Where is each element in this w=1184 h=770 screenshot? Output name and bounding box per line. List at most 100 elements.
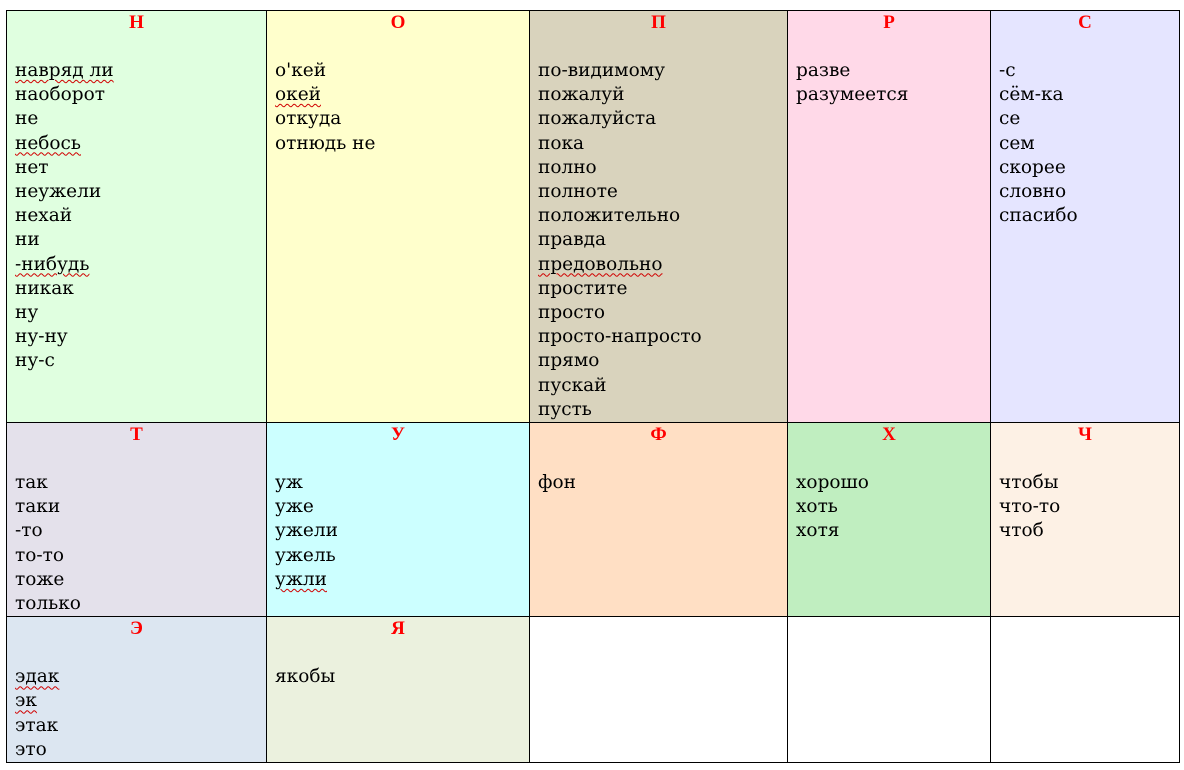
particle-word: отнюдь не — [275, 132, 376, 154]
particle-word: хоть — [796, 496, 838, 518]
particle-word: предовольно — [538, 253, 663, 275]
particle-word: наоборот — [15, 84, 105, 106]
particle-word: якобы — [275, 666, 336, 688]
letter-heading: Я — [391, 618, 405, 640]
spacer — [538, 447, 779, 471]
particle-word: пожалуйста — [538, 108, 657, 130]
particle-word: разве — [796, 60, 851, 81]
particle-word: по-видимому — [538, 60, 665, 81]
spacer — [15, 641, 258, 665]
spacer — [275, 447, 521, 471]
particle-word: о'кей — [275, 60, 327, 81]
particle-word: спасибо — [999, 205, 1078, 227]
spacer — [275, 35, 521, 59]
particle-word: этак — [15, 714, 59, 736]
particle-word: ужель — [275, 544, 336, 566]
particle-word: нет — [15, 156, 49, 178]
particle-word: ну-ну — [15, 326, 68, 348]
particle-word: уже — [275, 496, 314, 518]
particle-word: пожалуй — [538, 84, 625, 106]
particle-word: сем — [999, 132, 1035, 154]
letter-heading: Н — [129, 12, 144, 33]
particle-word: ну-с — [15, 350, 55, 372]
particle-word: хотя — [796, 520, 840, 542]
spacer — [796, 447, 982, 471]
spacer — [796, 35, 982, 59]
particle-word: ужели — [275, 520, 338, 542]
particle-word: эдак — [15, 666, 60, 688]
particle-word: просто — [538, 302, 606, 324]
letter-heading: С — [1078, 12, 1092, 33]
particle-word: фон — [538, 472, 576, 494]
particle-word: простите — [538, 277, 628, 299]
particle-word: чтоб — [999, 520, 1044, 542]
particle-word: тоже — [15, 568, 65, 590]
particle-word: небось — [15, 132, 81, 154]
letter-heading: Т — [130, 424, 143, 446]
letter-heading: Э — [130, 618, 143, 640]
particle-word: се — [999, 108, 1021, 130]
particle-word: сём-ка — [999, 84, 1064, 106]
spacer — [999, 447, 1171, 471]
particle-word: положительно — [538, 205, 681, 227]
letter-heading: Ч — [1078, 424, 1092, 446]
particle-word: пускай — [538, 374, 607, 396]
particle-word: скорее — [999, 156, 1066, 178]
particle-word: полноте — [538, 181, 618, 203]
particle-word: правда — [538, 229, 607, 251]
spacer — [538, 35, 779, 59]
letter-heading: У — [391, 424, 405, 446]
particle-word: уж — [275, 472, 303, 494]
particle-word: навряд ли — [15, 60, 114, 81]
letter-heading: О — [390, 12, 406, 33]
particle-word: -то — [15, 520, 43, 542]
spacer — [15, 35, 258, 59]
particle-word: только — [15, 593, 81, 615]
particle-word: окей — [275, 84, 321, 106]
particle-word: чтобы — [999, 472, 1059, 494]
particle-word: неужели — [15, 181, 102, 203]
particle-word: пока — [538, 132, 585, 154]
particle-word: разумеется — [796, 84, 909, 106]
particle-word: то-то — [15, 544, 64, 566]
spacer — [275, 641, 521, 665]
particle-word: ужли — [275, 568, 327, 590]
particle-word: эк — [15, 690, 37, 712]
letter-cell-s: С -с сём-ка се сем скорее словно спасибо — [990, 9, 1180, 424]
particle-word: просто-напросто — [538, 326, 702, 348]
spacer — [15, 447, 258, 471]
particle-word: так — [15, 472, 48, 494]
letter-heading: П — [651, 12, 666, 33]
empty-cell — [990, 616, 1180, 764]
particle-word: пусть — [538, 398, 592, 420]
particle-word: ни — [15, 229, 40, 251]
particle-word: нехай — [15, 205, 73, 227]
particle-word: словно — [999, 181, 1067, 203]
particle-word: ну — [15, 302, 39, 324]
particle-word: хорошо — [796, 472, 869, 494]
particle-word: это — [15, 738, 47, 760]
letter-heading: Ф — [650, 424, 667, 446]
particle-word: полно — [538, 156, 597, 178]
particle-word: не — [15, 108, 39, 130]
particle-word: откуда — [275, 108, 342, 130]
particle-word: прямо — [538, 350, 600, 372]
particle-word: -нибудь — [15, 253, 90, 275]
particle-word: никак — [15, 277, 74, 299]
empty-cell — [529, 616, 788, 764]
particle-word: таки — [15, 496, 61, 518]
